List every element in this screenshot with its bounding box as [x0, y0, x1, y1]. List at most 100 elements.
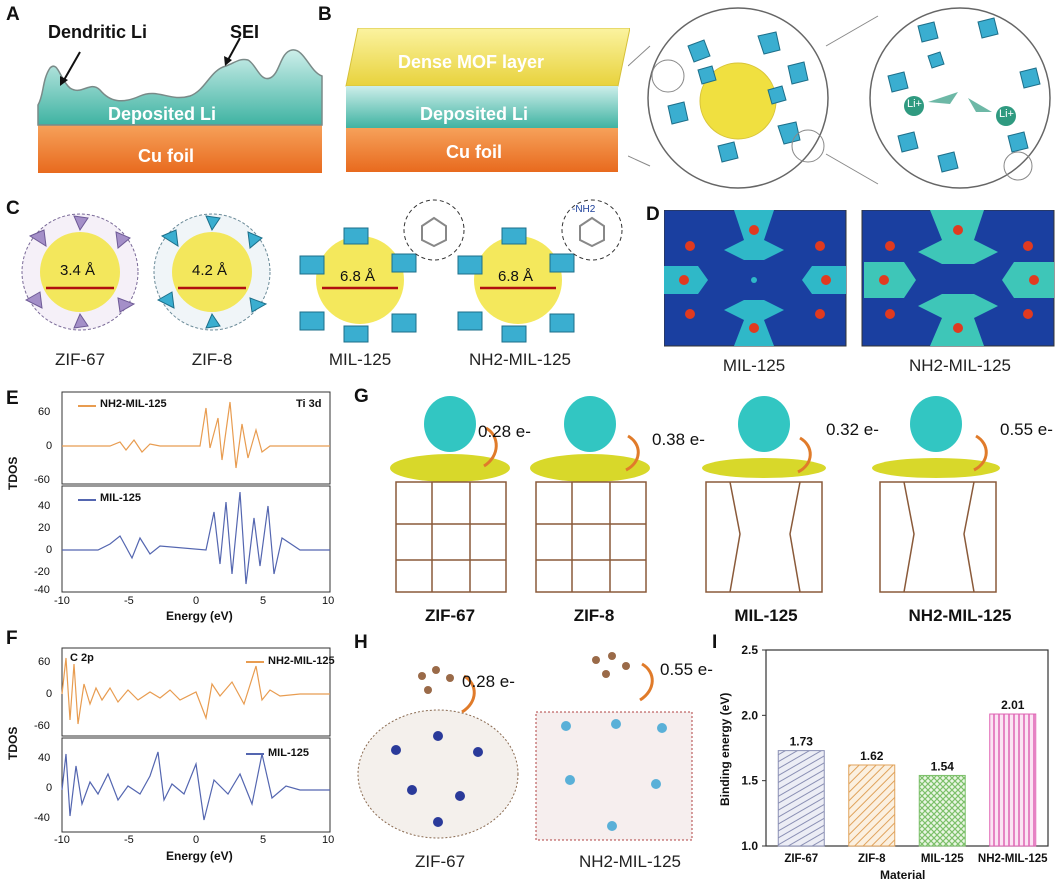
- cu-foil-label-a: Cu foil: [138, 146, 194, 166]
- deposited-li-label-b: Deposited Li: [420, 104, 529, 124]
- nh2-group-tag: -NH2: [572, 204, 596, 215]
- panel-g-charge-density: [390, 396, 1000, 593]
- panel-b-schematic: [345, 28, 630, 172]
- i-bar: [848, 764, 896, 847]
- i-bar: [777, 750, 825, 847]
- i-value-label: 1.54: [931, 759, 955, 773]
- li-ion-right: Li+: [999, 108, 1014, 120]
- dendritic-li-label: Dendritic Li: [48, 22, 148, 42]
- caption-h-zif67: ZIF-67: [414, 852, 466, 871]
- panel-label-e: E: [6, 388, 19, 409]
- i-plot-frame: [765, 649, 1049, 847]
- panel-h-structures: [357, 652, 693, 841]
- i-ytick-label: 2.0: [741, 708, 758, 722]
- i-category-label: MIL-125: [921, 853, 964, 865]
- panel-label-a: A: [6, 4, 20, 25]
- f-ytick-bot-0: 40: [38, 752, 51, 764]
- caption-c-zif8: ZIF-8: [191, 350, 233, 369]
- caption-d-nh2mil125: NH2-MIL-125: [908, 356, 1012, 375]
- pore-size-mil125: 6.8 Å: [340, 268, 376, 285]
- f-bottom-legend: MIL-125: [268, 747, 309, 759]
- i-value-label: 2.01: [1001, 698, 1025, 712]
- f-xtick-3: 5: [260, 834, 267, 846]
- pore-size-nh2mil125: 6.8 Å: [498, 268, 534, 285]
- pore-size-zif67: 3.4 Å: [60, 262, 96, 279]
- h-charge-zif67: 0.28 e-: [462, 672, 515, 691]
- caption-h-nh2mil125: NH2-MIL-125: [578, 852, 682, 871]
- i-ylabel: Binding energy (eV): [718, 692, 732, 806]
- e-xlabel: Energy (eV): [166, 609, 233, 623]
- f-ylabel: TDOS: [6, 726, 20, 760]
- panel-a-schematic: [37, 37, 323, 173]
- caption-c-zif67: ZIF-67: [54, 350, 106, 369]
- f-xtick-4: 10: [322, 834, 335, 846]
- i-ytick-label: 1.0: [741, 839, 758, 853]
- g-charge-mil125: 0.32 e-: [826, 420, 879, 439]
- panel-label-c: C: [6, 198, 20, 219]
- i-bar: [989, 713, 1037, 847]
- f-ytick-bot-1: 0: [46, 782, 53, 794]
- panel-label-b: B: [318, 4, 332, 25]
- f-ytick-bot-2: -40: [34, 812, 50, 824]
- i-value-label: 1.62: [860, 749, 884, 763]
- deposited-li-label-a: Deposited Li: [108, 104, 217, 124]
- f-xtick-1: -5: [124, 834, 134, 846]
- f-xtick-2: 0: [193, 834, 200, 846]
- i-bar: [918, 774, 966, 847]
- li-ion-left: Li+: [907, 98, 922, 110]
- f-ytick-top-2: -60: [34, 720, 50, 732]
- g-charge-nh2mil125: 0.55 e-: [1000, 420, 1053, 439]
- panel-i-bar-chart: 1.0 1.5 2.0 2.5 1.73 ZIF-67 1.62 ZIF-8 1.54 MIL-1…: [741, 643, 1049, 865]
- i-ytick-label: 1.5: [741, 774, 758, 788]
- i-category-label: NH2-MIL-125: [978, 853, 1048, 865]
- h-charge-nh2mil125: 0.55 e-: [660, 660, 713, 679]
- e-ytick-bot-0: 40: [38, 500, 51, 512]
- panel-f-tdos-plot: [61, 647, 331, 833]
- e-ytick-bot-3: -20: [34, 566, 50, 578]
- f-xlabel: Energy (eV): [166, 849, 233, 863]
- f-ytick-top-0: 60: [38, 656, 51, 668]
- e-orbital: Ti 3d: [296, 398, 322, 410]
- panel-e-tdos-plot: [61, 391, 331, 593]
- e-ytick-bot-1: 20: [38, 522, 51, 534]
- i-xlabel: Material: [880, 868, 926, 882]
- e-ytick-top-0: 60: [38, 406, 51, 418]
- e-ytick-top-2: -60: [34, 474, 50, 486]
- e-xtick-4: 10: [322, 595, 335, 607]
- e-xtick-0: -10: [54, 595, 70, 607]
- e-xtick-1: -5: [124, 595, 134, 607]
- panel-d-density-maps: [664, 210, 1055, 347]
- i-category-label: ZIF-67: [784, 853, 818, 865]
- f-ytick-top-1: 0: [46, 688, 53, 700]
- i-category-label: ZIF-8: [858, 853, 886, 865]
- caption-d-mil125: MIL-125: [722, 356, 786, 375]
- panel-label-f: F: [6, 628, 18, 649]
- panel-label-h: H: [354, 632, 368, 653]
- f-top-legend: NH2-MIL-125: [268, 655, 335, 667]
- f-orbital: C 2p: [70, 652, 94, 664]
- i-ytick-label: 2.5: [741, 643, 758, 657]
- e-xtick-2: 0: [193, 595, 200, 607]
- f-xtick-0: -10: [54, 834, 70, 846]
- cu-foil-label-b: Cu foil: [446, 142, 502, 162]
- g-charge-zif8: 0.38 e-: [652, 430, 705, 449]
- panel-label-g: G: [354, 386, 369, 407]
- caption-c-nh2mil125: NH2-MIL-125: [468, 350, 572, 369]
- panel-label-i: I: [712, 632, 718, 653]
- pore-size-zif8: 4.2 Å: [192, 262, 228, 279]
- e-bottom-legend: MIL-125: [100, 492, 141, 504]
- e-top-legend: NH2-MIL-125: [100, 398, 167, 410]
- mof-layer-label: Dense MOF layer: [398, 52, 545, 72]
- e-xtick-3: 5: [260, 595, 267, 607]
- caption-g-mil125: MIL-125: [734, 606, 798, 625]
- caption-g-nh2mil125: NH2-MIL-125: [908, 606, 1012, 625]
- mof-zoom-circles: [628, 7, 1051, 189]
- caption-c-mil125: MIL-125: [328, 350, 392, 369]
- panel-label-d: D: [646, 204, 660, 225]
- g-charge-zif67: 0.28 e-: [478, 422, 531, 441]
- e-ytick-bot-4: -40: [34, 584, 50, 596]
- e-ytick-bot-2: 0: [46, 544, 53, 556]
- caption-g-zif8: ZIF-8: [573, 606, 615, 625]
- caption-g-zif67: ZIF-67: [424, 606, 476, 625]
- e-ytick-top-1: 0: [46, 440, 53, 452]
